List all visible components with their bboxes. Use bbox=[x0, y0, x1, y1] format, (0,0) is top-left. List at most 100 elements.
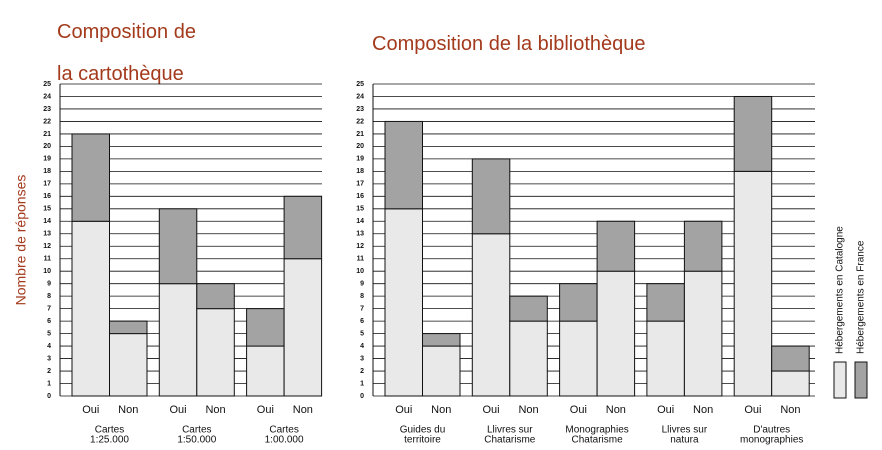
y-tick-label: 10 bbox=[43, 268, 51, 275]
y-tick-label: 20 bbox=[356, 143, 364, 150]
group-label: Chatarisme bbox=[572, 435, 624, 446]
x-tick-label: Oui bbox=[482, 404, 499, 416]
y-tick-label: 15 bbox=[356, 206, 364, 213]
y-tick-label: 13 bbox=[356, 231, 364, 238]
bar-segment bbox=[246, 345, 285, 397]
y-tick-label: 25 bbox=[43, 81, 51, 88]
y-tick-label: 10 bbox=[356, 268, 364, 275]
x-tick-label: Non bbox=[606, 404, 626, 416]
y-tick-label: 4 bbox=[47, 343, 51, 350]
legend-label: Hébergements en France bbox=[856, 240, 867, 354]
y-tick-label: 5 bbox=[47, 330, 51, 337]
y-tick-label: 19 bbox=[356, 156, 364, 163]
x-tick-label: Non bbox=[118, 404, 138, 416]
y-tick-label: 18 bbox=[356, 168, 364, 175]
y-tick-label: 5 bbox=[360, 330, 364, 337]
group-label: territoire bbox=[404, 435, 441, 446]
x-tick-label: Oui bbox=[744, 404, 761, 416]
x-tick-label: Oui bbox=[570, 404, 587, 416]
bar-segment bbox=[683, 270, 723, 397]
y-tick-label: 6 bbox=[360, 318, 364, 325]
x-tick-label: Oui bbox=[257, 404, 274, 416]
bar-segment bbox=[771, 345, 810, 372]
y-tick-label: 21 bbox=[43, 131, 51, 138]
bar-segment bbox=[158, 208, 198, 285]
group-label: Chatarisme bbox=[484, 435, 536, 446]
bar-segment bbox=[509, 295, 548, 322]
bar-segment bbox=[509, 320, 548, 397]
y-tick-label: 2 bbox=[360, 368, 364, 375]
legend-label: Hébergements en Catalogne bbox=[835, 226, 846, 354]
y-tick-label: 11 bbox=[357, 256, 365, 263]
bar-segment bbox=[733, 95, 773, 172]
y-tick-label: 9 bbox=[47, 281, 51, 288]
bar-segment bbox=[771, 370, 810, 397]
x-tick-label: Non bbox=[693, 404, 713, 416]
bar-segment bbox=[683, 220, 723, 272]
x-tick-label: Oui bbox=[657, 404, 674, 416]
bar-segment bbox=[596, 270, 636, 397]
y-tick-label: 18 bbox=[43, 168, 51, 175]
legend-swatch bbox=[854, 361, 868, 399]
y-tick-label: 21 bbox=[356, 131, 364, 138]
bar-segment bbox=[596, 220, 636, 272]
group-label: Cartes bbox=[269, 425, 298, 436]
bar-segment bbox=[384, 120, 423, 210]
y-tick-label: 20 bbox=[43, 143, 51, 150]
group-label: 1:00.000 bbox=[265, 435, 304, 446]
y-tick-label: 23 bbox=[43, 106, 51, 113]
group-label: Guides du bbox=[400, 425, 446, 436]
group-label: 1:50.000 bbox=[177, 435, 216, 446]
bar-segment bbox=[196, 308, 235, 397]
y-tick-label: 2 bbox=[47, 368, 51, 375]
y-tick-label: 16 bbox=[356, 193, 364, 200]
bar-segment bbox=[471, 158, 511, 235]
group-label: Monographies bbox=[565, 425, 628, 436]
bar-segment bbox=[71, 133, 110, 222]
bar-segment bbox=[71, 220, 110, 397]
y-tick-label: 12 bbox=[43, 243, 51, 250]
y-tick-label: 3 bbox=[47, 355, 51, 362]
y-tick-label: 8 bbox=[47, 293, 51, 300]
y-tick-label: 1 bbox=[47, 380, 51, 387]
y-tick-label: 1 bbox=[360, 380, 364, 387]
y-tick-label: 22 bbox=[43, 118, 51, 125]
chart-title: la cartothèque bbox=[57, 63, 184, 85]
group-label: Cartes bbox=[182, 425, 211, 436]
y-tick-label: 14 bbox=[43, 218, 51, 225]
bar-segment bbox=[646, 320, 685, 397]
x-tick-label: Non bbox=[518, 404, 538, 416]
bar-segment bbox=[283, 195, 323, 260]
x-tick-label: Oui bbox=[395, 404, 412, 416]
y-tick-label: 25 bbox=[356, 81, 364, 88]
y-tick-label: 17 bbox=[43, 181, 51, 188]
y-tick-label: 0 bbox=[47, 393, 51, 400]
x-tick-label: Non bbox=[431, 404, 451, 416]
x-tick-label: Non bbox=[205, 404, 225, 416]
bar-segment bbox=[471, 233, 511, 397]
y-tick-label: 4 bbox=[360, 343, 364, 350]
y-tick-label: 13 bbox=[43, 231, 51, 238]
bar-segment bbox=[559, 320, 598, 397]
y-tick-label: 3 bbox=[360, 355, 364, 362]
y-tick-label: 11 bbox=[44, 256, 52, 263]
legend-swatch bbox=[833, 361, 847, 399]
bar-segment bbox=[384, 208, 423, 397]
y-tick-label: 9 bbox=[360, 281, 364, 288]
y-tick-label: 7 bbox=[47, 305, 51, 312]
bar-segment bbox=[246, 308, 285, 347]
group-label: Cartes bbox=[95, 425, 124, 436]
y-tick-label: 12 bbox=[356, 243, 364, 250]
bar-segment bbox=[422, 345, 461, 397]
y-tick-label: 24 bbox=[356, 93, 364, 100]
x-tick-label: Non bbox=[293, 404, 313, 416]
y-tick-label: 23 bbox=[356, 106, 364, 113]
bar-segment bbox=[109, 333, 148, 397]
y-axis-label: Nombre de réponses bbox=[13, 175, 29, 306]
bar-segment bbox=[646, 283, 685, 322]
y-tick-label: 16 bbox=[43, 193, 51, 200]
y-tick-label: 8 bbox=[360, 293, 364, 300]
bar-segment bbox=[422, 333, 461, 347]
chart-title: Composition de la bibliothèque bbox=[372, 33, 646, 55]
